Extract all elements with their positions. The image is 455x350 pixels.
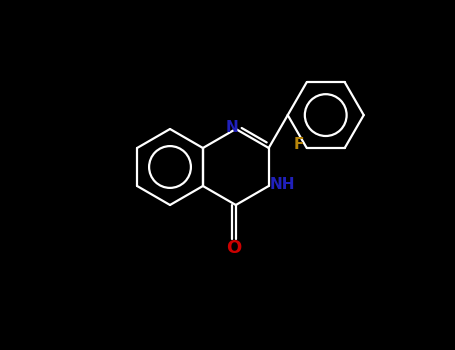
Text: NH: NH bbox=[270, 176, 295, 191]
Text: N: N bbox=[225, 119, 238, 134]
Text: F: F bbox=[293, 136, 304, 152]
Text: O: O bbox=[226, 239, 242, 257]
